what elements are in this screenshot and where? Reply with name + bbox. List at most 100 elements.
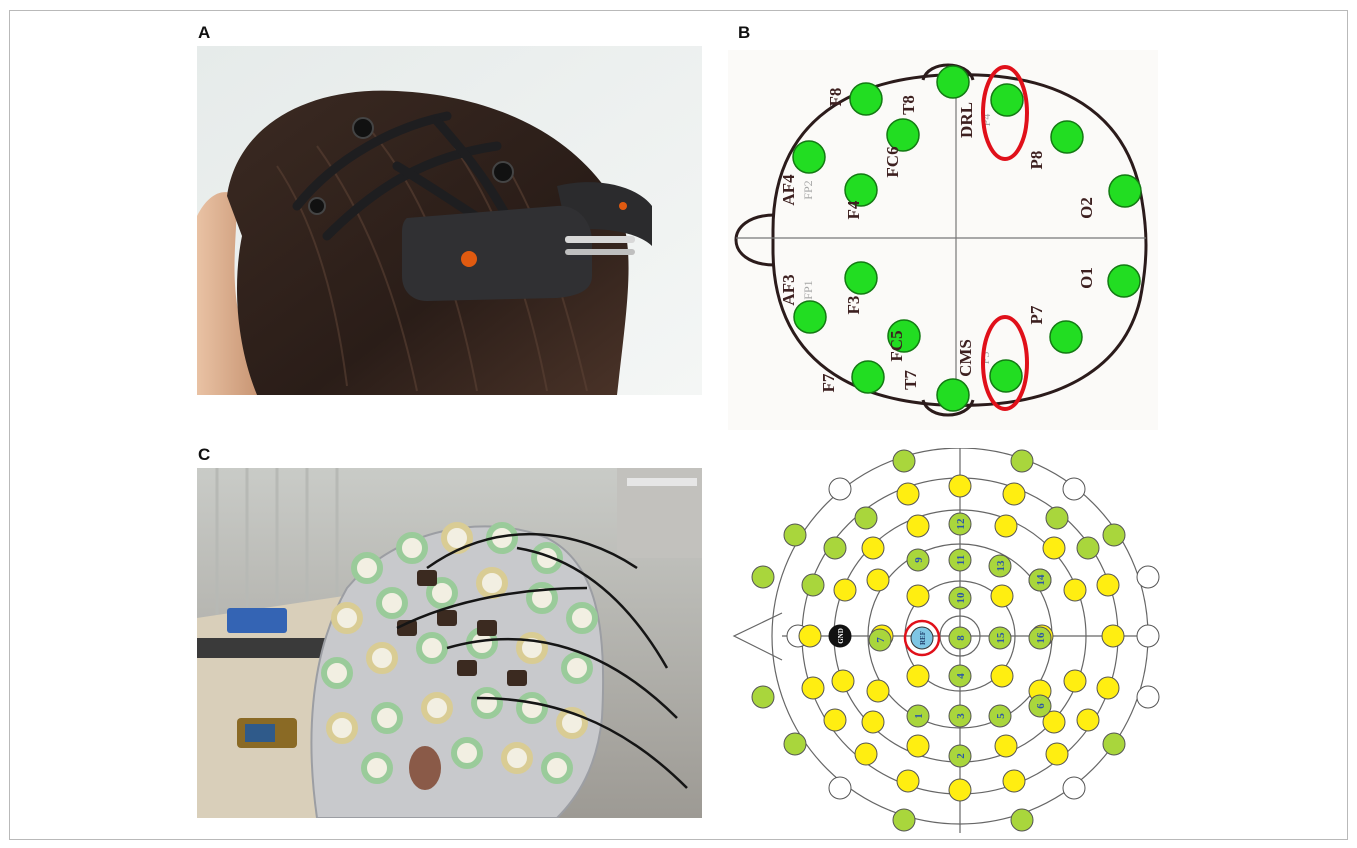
electrode-clip [457, 660, 477, 676]
electrode-label-p7: P7 [1027, 305, 1046, 324]
electrode-label-fc5: FC5 [887, 330, 906, 361]
channel-label-16: 16 [1035, 632, 1047, 644]
cap-electrode [1002, 482, 1026, 506]
channel-label-10: 10 [955, 592, 967, 604]
channel-label-9: 9 [913, 557, 925, 563]
cap-electrode-ring [376, 587, 408, 619]
electrode-p7 [1049, 320, 1083, 354]
cap-electrode [1063, 578, 1087, 602]
cap-electrode [906, 664, 930, 688]
cap-electrode [948, 474, 972, 498]
cap-electrode-ring [326, 712, 358, 744]
electrode-sublabel-fp1: FP1 [801, 280, 815, 299]
cap-electrode [801, 573, 825, 597]
cap-electrode-ring [566, 602, 598, 634]
cap-electrode [866, 568, 890, 592]
electrode-p8 [1050, 120, 1084, 154]
reference-label: REF [919, 631, 927, 645]
electrode-label-f3: F3 [844, 296, 863, 315]
cap-electrode [1063, 669, 1087, 693]
cap-electrode [892, 808, 916, 832]
cap-electrode-ring [476, 567, 508, 599]
cap-electrode [1076, 536, 1100, 560]
cap-electrode [1042, 710, 1066, 734]
cap-electrode [896, 482, 920, 506]
cap-electrode [994, 734, 1018, 758]
channel-electrode-16 [1028, 626, 1052, 650]
channel-label-4: 4 [955, 673, 967, 679]
cap-electrode [854, 742, 878, 766]
ground-label: GND [837, 628, 845, 644]
cap-electrode [1062, 776, 1086, 800]
electrode-sublabel-fp2: FP2 [801, 180, 815, 199]
cap-electrode [1101, 624, 1125, 648]
electrode-o1 [1107, 264, 1141, 298]
channel-electrode-7 [868, 628, 892, 652]
cap-electrode [1045, 742, 1069, 766]
channel-electrode-6 [1028, 694, 1052, 718]
channel-label-15: 15 [995, 632, 1007, 644]
cap-electrode [798, 624, 822, 648]
highlight-ring-cms [981, 315, 1029, 411]
electrode-f4 [844, 173, 878, 207]
cap-electrode-ring [366, 642, 398, 674]
electrode-fc6 [886, 118, 920, 152]
electrode-cms [989, 359, 1023, 393]
cap-electrode [1010, 449, 1034, 473]
cap-electrode [861, 710, 885, 734]
cap-electrode-ring [561, 652, 593, 684]
cap-electrode-ring [416, 632, 448, 664]
cap-electrode [833, 578, 857, 602]
cap-electrode [783, 732, 807, 756]
cap-electrode-ring [471, 687, 503, 719]
channel-label-13: 13 [995, 560, 1007, 572]
cap-electrode [783, 523, 807, 547]
cap-electrode [906, 734, 930, 758]
cap-electrode [1076, 708, 1100, 732]
electrode-label-t7: T7 [901, 370, 920, 390]
electrode-fc5 [887, 319, 921, 353]
channel-electrode-3 [948, 704, 972, 728]
panel-label-b: B [738, 23, 751, 42]
electrode-clip [477, 620, 497, 636]
cap-electrode [823, 536, 847, 560]
cap-electrode [831, 669, 855, 693]
channel-electrode-8 [948, 626, 972, 650]
cap-electrode-ring [531, 542, 563, 574]
cap-electrode [823, 708, 847, 732]
cap-electrode [906, 584, 930, 608]
electrode-label-f8: F8 [826, 88, 845, 107]
channel-electrode-11 [948, 548, 972, 572]
cap-electrode-ring [331, 602, 363, 634]
channel-label-8: 8 [955, 635, 967, 641]
channel-electrode-13 [988, 554, 1012, 578]
channel-label-5: 5 [995, 713, 1007, 719]
cap-electrode [994, 514, 1018, 538]
cap-electrode [828, 776, 852, 800]
figure-frame [9, 10, 1348, 840]
headset-photo [197, 46, 702, 395]
cap-electrode [801, 676, 825, 700]
electrode-label-t8: T8 [899, 95, 918, 115]
electrode-clip [417, 570, 437, 586]
cap-electrode-map: 1 2 3 4 5 6 7 8 9 10 11 12 13 14 15 16 GND REF [728, 448, 1168, 838]
cap-electrode [866, 679, 890, 703]
channel-electrode-4 [948, 664, 972, 688]
cap-electrode [1042, 536, 1066, 560]
cap-electrode [751, 565, 775, 589]
channel-label-1: 1 [913, 713, 925, 719]
channel-electrode-9 [906, 548, 930, 572]
cap-electrode [1136, 565, 1160, 589]
cap-electrode [1045, 506, 1069, 530]
cap-electrode-ring [361, 752, 393, 784]
electrode-clip [397, 620, 417, 636]
cap-electrode [906, 514, 930, 538]
cap-electrode-ring [321, 657, 353, 689]
cap-electrode [1010, 808, 1034, 832]
electrode-label-fc6: FC6 [883, 146, 902, 177]
channel-label-14: 14 [1035, 574, 1047, 586]
panel-label-a: A [198, 23, 211, 42]
electrode-label-p8: P8 [1027, 151, 1046, 170]
cap-electrode [892, 449, 916, 473]
eeg-cap-photo [197, 468, 702, 818]
